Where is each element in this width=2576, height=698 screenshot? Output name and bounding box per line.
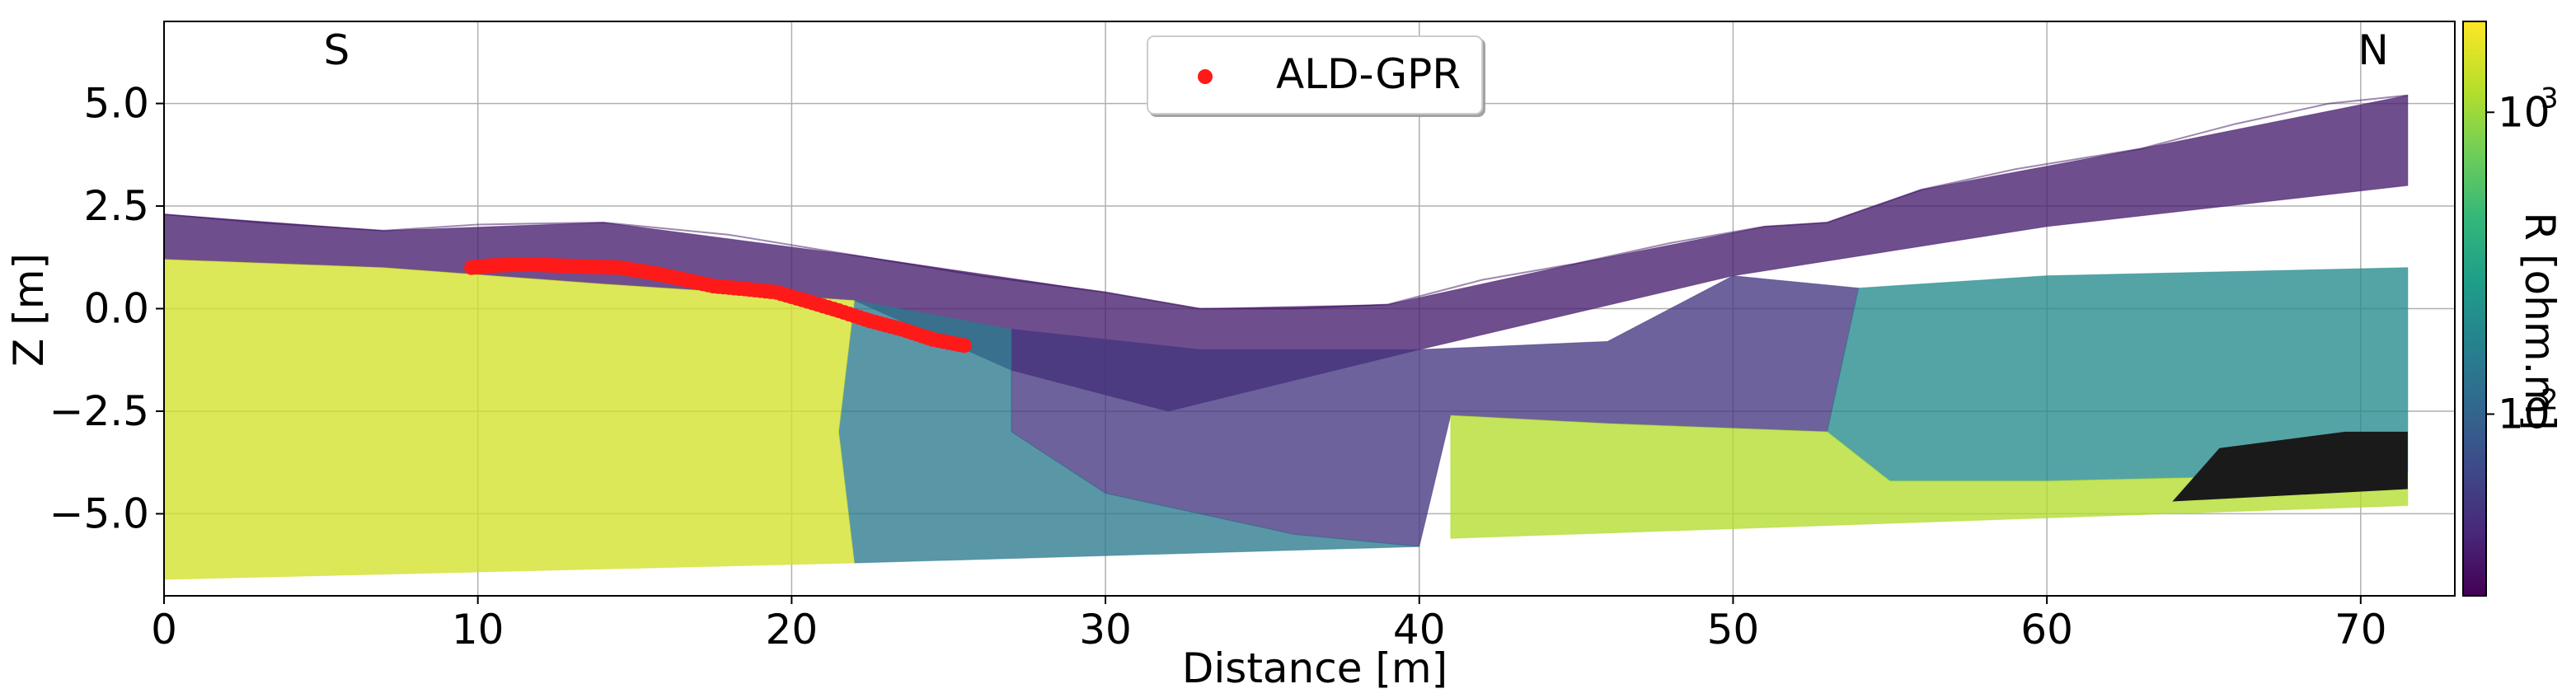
x-tick-label: 0 [151,606,177,653]
surface-topography-line [163,94,2409,310]
annotation-label: S [324,26,350,74]
legend-box [1147,35,1483,115]
x-tick-label: 50 [1707,606,1760,653]
colorbar-gradient [2462,21,2487,597]
colorbar-tick-label: 10 [2498,390,2550,438]
x-tick-label: 20 [766,606,819,653]
resistivity-model [163,94,2409,580]
x-tick-label: 70 [2334,606,2387,653]
gpr-point [956,338,972,354]
colorbar-tick-label: 10 [2498,88,2550,136]
x-tick-label: 60 [2020,606,2073,653]
x-tick-label: 40 [1393,606,1446,653]
axes: 0 10 20 30 40 50 60 70 5.0 2.5 0.0 −2.5 −5.0 [49,21,2456,653]
gpr-points [464,256,972,354]
x-axis-label: Distance [m] [1182,644,1448,692]
y-tick-label: −2.5 [49,387,149,435]
model-zone [163,259,856,580]
y-tick-label: −5.0 [49,490,149,537]
legend: ALD-GPR [1147,35,1483,115]
colorbar-label: R [ohm.m] [2516,212,2564,430]
legend-label: ALD-GPR [1276,50,1461,98]
y-axis-label: Z [m] [5,253,53,367]
masked-region [2172,431,2408,502]
colorbar-tick-exponent: 3 [2541,82,2559,115]
model-zone [1450,415,2409,539]
y-tick-label: 2.5 [83,182,149,230]
x-tick-label: 10 [452,606,504,653]
colorbar-tick-exponent: 2 [2541,383,2559,416]
x-tick-label: 30 [1079,606,1132,653]
y-tick-label: 0.0 [83,285,149,333]
annotation-label: N [2358,26,2388,74]
legend-marker [1198,69,1213,84]
y-tick-label: 5.0 [83,80,149,128]
